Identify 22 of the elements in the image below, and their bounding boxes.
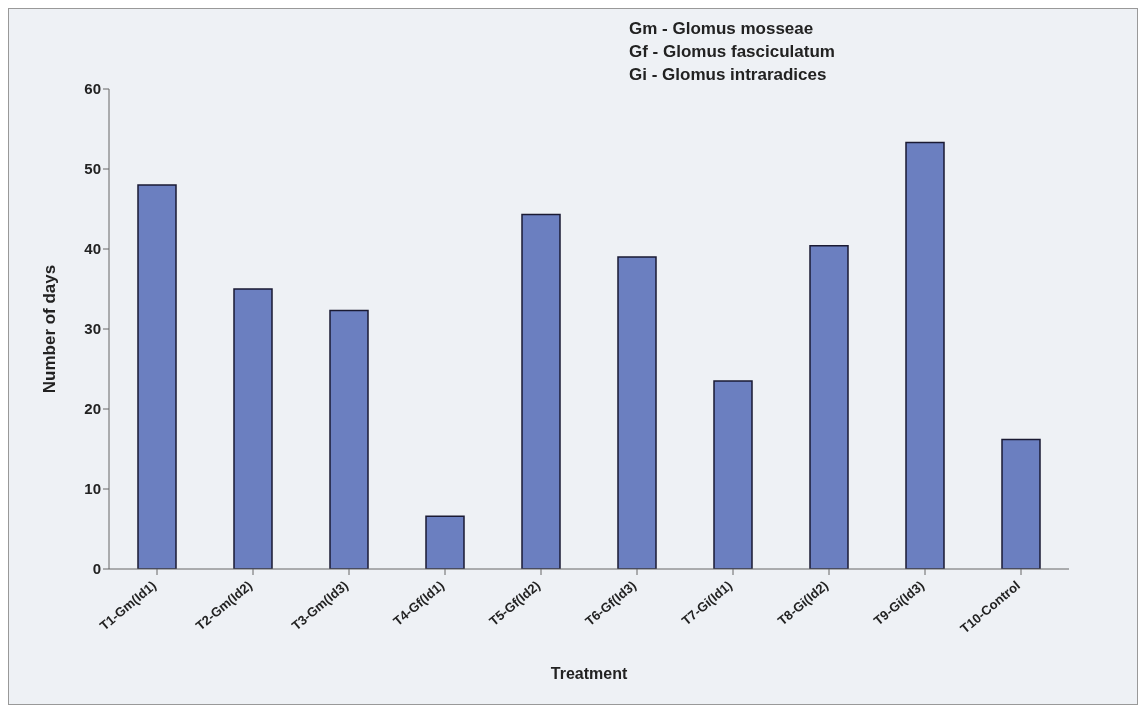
bar — [809, 245, 849, 569]
bar — [1001, 438, 1041, 569]
bar — [329, 309, 369, 569]
y-tick-label: 60 — [84, 80, 101, 98]
text: Gm - Glomus mosseae — [629, 18, 815, 40]
y-axis-title: Number of days — [40, 264, 60, 394]
text: Gf - Glomus fasciculatum — [629, 41, 835, 63]
y-tick-label: 0 — [92, 560, 101, 578]
x-axis-title: Treatment — [550, 665, 628, 682]
bar — [617, 256, 657, 569]
bar — [233, 288, 273, 569]
y-tick-label: 10 — [84, 480, 101, 498]
bar — [425, 515, 465, 569]
y-tick-label: 20 — [84, 400, 101, 418]
bar — [137, 184, 177, 569]
text: Gi - Glomus intraradices — [629, 64, 828, 86]
bar — [713, 380, 753, 569]
bar — [905, 141, 945, 569]
y-tick-label: 50 — [84, 160, 101, 178]
y-tick-label: 40 — [84, 240, 101, 258]
y-tick-label: 30 — [84, 320, 101, 338]
bar — [521, 213, 561, 569]
